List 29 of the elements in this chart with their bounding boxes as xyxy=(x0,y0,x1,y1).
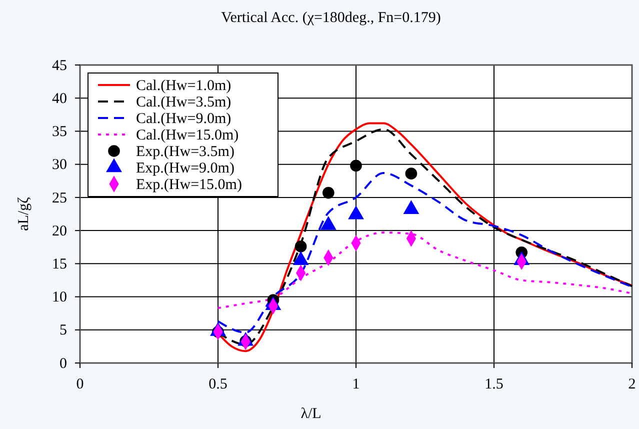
y-tick-label: 10 xyxy=(52,290,67,306)
legend-label: Exp.(Hw=3.5m) xyxy=(136,144,234,160)
y-tick-label: 0 xyxy=(60,356,67,372)
y-tick-label: 35 xyxy=(52,124,67,140)
x-tick-label: 1.5 xyxy=(484,376,504,393)
y-tick-label: 25 xyxy=(52,190,67,206)
y-tick-label: 30 xyxy=(52,157,67,174)
chart-title: Vertical Acc. (χ=180deg., Fn=0.179) xyxy=(221,10,441,26)
legend-label: Exp.(Hw=9.0m) xyxy=(136,160,234,176)
y-axis-title: aL/gζ xyxy=(16,197,32,231)
legend-label: Cal.(Hw=9.0m) xyxy=(136,111,232,127)
legend-label: Exp.(Hw=15.0m) xyxy=(136,177,242,193)
point xyxy=(294,240,307,252)
x-tick-label: 2 xyxy=(628,376,636,393)
y-tick-label: 15 xyxy=(52,256,67,272)
x-tick-label: 1 xyxy=(352,376,360,393)
y-tick-label: 20 xyxy=(52,223,67,240)
point xyxy=(350,160,362,172)
y-tick-label: 40 xyxy=(52,90,67,107)
x-tick-label: 0.5 xyxy=(208,376,228,393)
legend-label: Cal.(Hw=1.0m) xyxy=(136,78,232,94)
point xyxy=(405,168,418,180)
y-tick-label: 45 xyxy=(52,58,67,74)
x-tick-label: 0 xyxy=(76,376,84,393)
legend-label: Cal.(Hw=3.5m) xyxy=(136,94,232,110)
x-axis-title: λ/L xyxy=(300,406,322,422)
legend-label: Cal.(Hw=15.0m) xyxy=(136,128,239,144)
y-tick-label: 5 xyxy=(60,322,67,339)
point xyxy=(322,186,334,199)
